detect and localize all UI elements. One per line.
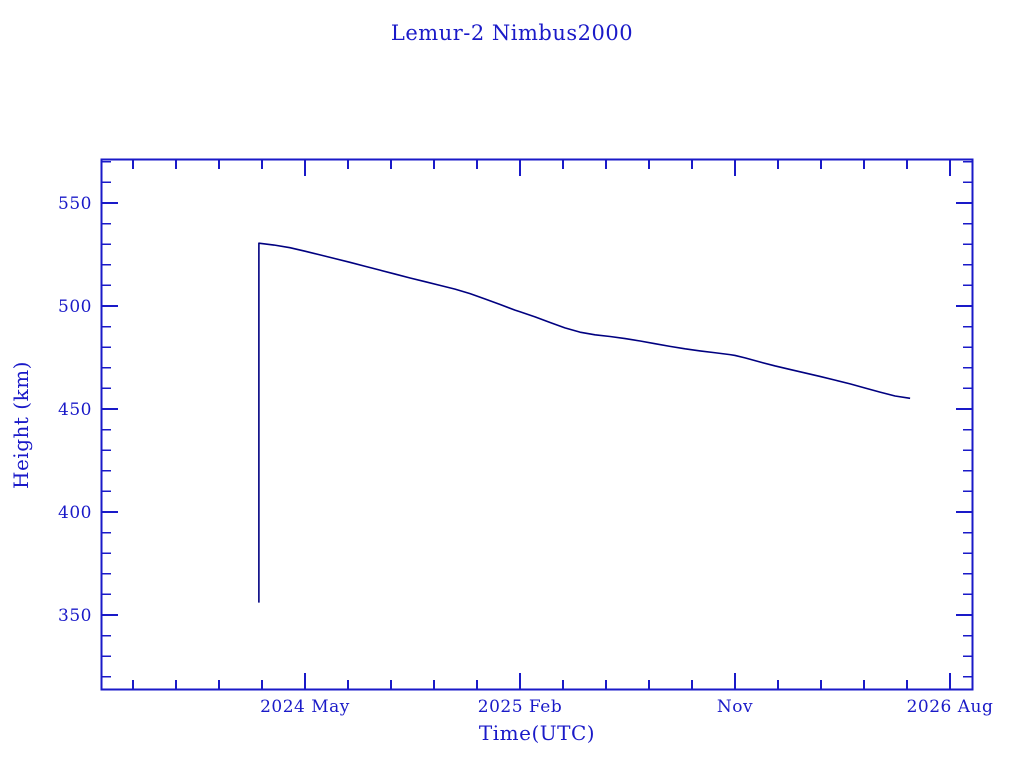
data-series-line <box>258 242 911 603</box>
x-tick-label-2025-feb: 2025 Feb <box>478 697 562 717</box>
x-tick-label-2026-aug: 2026 Aug <box>907 697 994 717</box>
x-tick-label-2024-may: 2024 May <box>260 697 350 717</box>
y-tick-label-350: 350 <box>58 606 92 626</box>
y-axis-major-ticks <box>101 202 973 616</box>
y-tick-label-400: 400 <box>58 503 92 523</box>
y-axis-minor-ticks <box>101 161 973 678</box>
x-axis-major-ticks <box>304 159 951 690</box>
y-tick-label-450: 450 <box>58 400 92 420</box>
y-axis-title: Height (km) <box>9 361 33 489</box>
plot-frame <box>100 158 974 691</box>
y-tick-label-550: 550 <box>58 194 92 214</box>
x-tick-label-nov: Nov <box>717 697 753 717</box>
chart-title: Lemur-2 Nimbus2000 <box>391 21 633 45</box>
x-axis: 2024 May 2025 Feb Nov 2026 Aug Time(UTC) <box>132 159 994 745</box>
x-axis-title: Time(UTC) <box>479 721 595 745</box>
y-axis: 550 500 450 400 350 Height (km) <box>9 161 973 678</box>
y-tick-label-500: 500 <box>58 297 92 317</box>
x-axis-minor-ticks <box>132 159 908 690</box>
